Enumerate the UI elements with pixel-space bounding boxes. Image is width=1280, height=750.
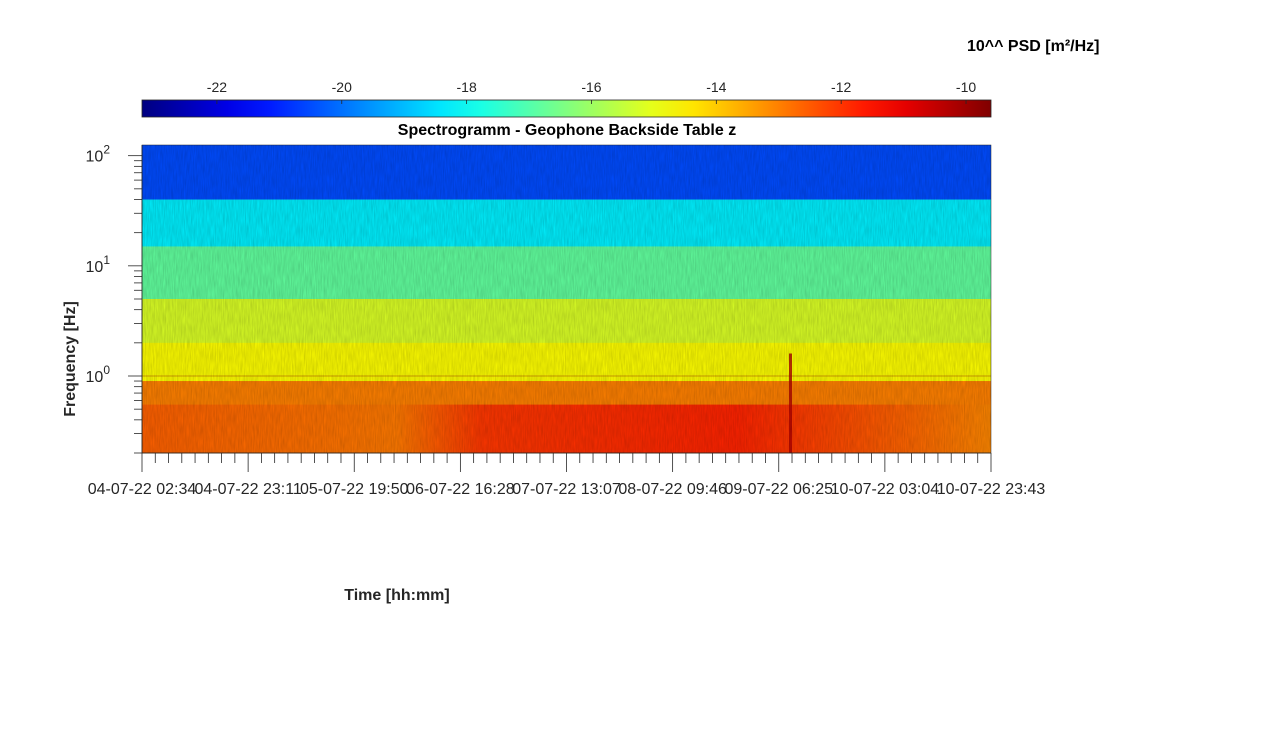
y-axis: 100 101 102: [86, 143, 143, 454]
colorbar-ticks: -22 -20 -18 -16 -14 -12 -10: [207, 79, 976, 104]
colorbar-tick-label: -16: [581, 79, 601, 95]
x-tick-label: 10-07-22 03:04: [831, 481, 940, 498]
colorbar: [141, 99, 992, 118]
y-tick-label: 100: [86, 363, 111, 386]
x-tick-label: 04-07-22 02:34: [88, 481, 197, 498]
y-tick-label: 102: [86, 143, 111, 166]
x-tick-label: 04-07-22 23:11: [194, 481, 301, 498]
colorbar-tick-label: -22: [207, 79, 227, 95]
colorbar-tick-label: -12: [831, 79, 851, 95]
colorbar-tick-label: -20: [332, 79, 352, 95]
x-tick-label: 10-07-22 23:43: [937, 481, 1046, 498]
y-axis-label: Frequency [Hz]: [62, 301, 79, 417]
colorbar-tick-label: -10: [956, 79, 976, 95]
colorbar-tick-label: -14: [706, 79, 726, 95]
colorbar-tick-label: -18: [457, 79, 477, 95]
x-tick-label: 08-07-22 09:46: [618, 481, 727, 498]
chart-title: Spectrogramm - Geophone Backside Table z: [398, 122, 736, 139]
x-tick-label: 06-07-22 16:28: [406, 481, 515, 498]
x-tick-label: 05-07-22 19:50: [300, 481, 409, 498]
plot-noise-overlay: [142, 145, 991, 453]
x-tick-label: 07-07-22 13:07: [512, 481, 621, 498]
y-tick-label: 101: [86, 253, 111, 276]
x-tick-label: 09-07-22 06:25: [724, 481, 833, 498]
colorbar-label: 10^^ PSD [m²/Hz]: [967, 38, 1099, 55]
x-axis-label: Time [hh:mm]: [344, 587, 449, 604]
